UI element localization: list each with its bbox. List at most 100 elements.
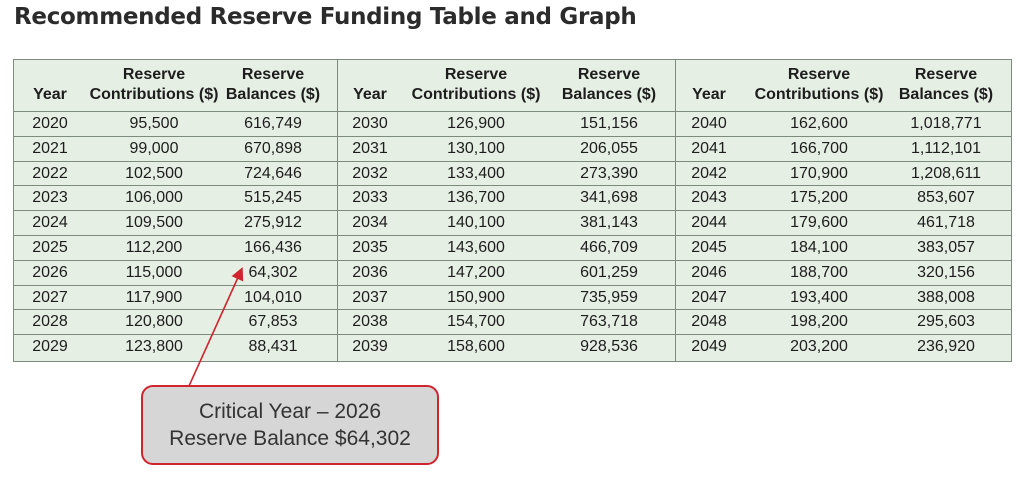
cell-year: 2027: [32, 288, 68, 306]
table-row: 2048 198,200 295,603: [676, 310, 1012, 336]
header-balances-line: Reserve: [577, 66, 641, 83]
table-row: 2023 106,000 515,245: [14, 186, 338, 212]
cell-contribution: 198,200: [790, 313, 848, 331]
cell-balance: 104,010: [244, 288, 302, 306]
cell-balance: 601,259: [580, 263, 638, 281]
header-year-line: Year: [33, 86, 67, 103]
header-balances: Reserve Balances ($): [226, 65, 320, 105]
cell-year: 2037: [352, 288, 388, 306]
cell-year: 2021: [32, 139, 68, 157]
header-year-line: Year: [353, 86, 387, 103]
cell-contribution: 150,900: [447, 288, 505, 306]
table-row: 2045 184,100 383,057: [676, 236, 1012, 261]
header-contributions: Reserve Contributions ($): [755, 65, 884, 105]
cell-year: 2024: [32, 214, 68, 232]
cell-balance: 206,055: [580, 139, 638, 157]
cell-contribution: 115,000: [125, 263, 183, 281]
callout-line-1: Critical Year – 2026: [198, 400, 382, 423]
cell-year: 2022: [32, 164, 68, 182]
cell-contribution: 140,100: [447, 214, 505, 232]
cell-balance: 1,018,771: [910, 115, 982, 132]
header-balances: Reserve Balances ($): [562, 65, 656, 105]
cell-contribution: 203,200: [790, 338, 848, 356]
cell-year: 2040: [691, 115, 727, 132]
table-row: 2044 179,600 461,718: [676, 211, 1012, 236]
cell-year: 2042: [691, 164, 727, 182]
cell-balance: 151,156: [580, 115, 638, 132]
cell-year: 2030: [352, 115, 388, 132]
callout-line-2: Reserve Balance $64,302: [169, 427, 411, 450]
cell-year: 2049: [691, 338, 727, 356]
table-row: 2029 123,800 88,431: [14, 335, 338, 360]
cell-year: 2029: [32, 338, 68, 356]
cell-year: 2045: [691, 238, 727, 256]
header-year: Year: [692, 85, 726, 105]
table-panel-1: Year Reserve Contributions ($) Reserve Balan…: [14, 60, 338, 361]
table-panel-3: Year Reserve Contributions ($) Reserve Balan…: [676, 60, 1012, 361]
table-row: 2021 99,000 670,898: [14, 137, 338, 162]
header-contributions: Reserve Contributions ($): [90, 65, 219, 105]
cell-year: 2028: [32, 313, 68, 331]
table-row: 2047 193,400 388,008: [676, 286, 1012, 311]
cell-contribution: 136,700: [447, 189, 505, 207]
table-row: 2027 117,900 104,010: [14, 286, 338, 311]
cell-balance: 461,718: [917, 214, 975, 232]
cell-year: 2026: [32, 263, 68, 281]
cell-balance: 166,436: [244, 238, 302, 256]
cell-year: 2046: [691, 263, 727, 281]
table-row: 2032 133,400 273,390: [338, 162, 676, 187]
cell-balance: 388,008: [917, 288, 975, 306]
cell-contribution: 154,700: [447, 313, 505, 331]
cell-contribution: 188,700: [790, 263, 848, 281]
header-year: Year: [353, 85, 387, 105]
header-balances-line: Balances ($): [561, 86, 657, 103]
table-row: 2034 140,100 381,143: [338, 211, 676, 236]
table-panel-2: Year Reserve Contributions ($) Reserve Balan…: [338, 60, 676, 361]
table-header: Year Reserve Contributions ($) Reserve Balan…: [676, 60, 1012, 112]
cell-balance: 381,143: [580, 214, 638, 232]
cell-contribution: 143,600: [447, 238, 505, 256]
cell-contribution: 126,900: [447, 115, 505, 132]
cell-contribution: 179,600: [790, 214, 848, 232]
cell-year: 2034: [352, 214, 388, 232]
cell-contribution: 158,600: [447, 338, 505, 356]
cell-balance: 763,718: [580, 313, 638, 331]
cell-contribution: 102,500: [125, 164, 183, 182]
table-row: 2028 120,800 67,853: [14, 310, 338, 336]
cell-contribution: 95,500: [129, 115, 179, 132]
cell-year: 2032: [352, 164, 388, 182]
reserve-funding-table: Year Reserve Contributions ($) Reserve Balan…: [13, 59, 1012, 362]
header-year-line: Year: [692, 86, 726, 103]
critical-year-callout: Critical Year – 2026 Reserve Balance $64…: [141, 385, 439, 465]
cell-balance: 295,603: [917, 313, 975, 331]
cell-balance: 320,156: [917, 263, 975, 281]
cell-balance: 275,912: [244, 214, 302, 232]
cell-contribution: 99,000: [129, 139, 179, 157]
cell-contribution: 166,700: [790, 139, 848, 157]
cell-contribution: 117,900: [125, 288, 183, 306]
table-row: 2036 147,200 601,259: [338, 261, 676, 286]
cell-balance: 273,390: [580, 164, 638, 182]
cell-year: 2023: [32, 189, 68, 207]
cell-balance: 735,959: [580, 288, 638, 306]
cell-year: 2036: [352, 263, 388, 281]
cell-balance: 466,709: [580, 238, 638, 256]
cell-contribution: 133,400: [447, 164, 505, 182]
table-row: 2025 112,200 166,436: [14, 236, 338, 261]
cell-contribution: 184,100: [790, 238, 848, 256]
cell-contribution: 175,200: [790, 189, 848, 207]
header-contributions-line: Reserve: [787, 66, 851, 83]
table-row: 2030 126,900 151,156: [338, 112, 676, 137]
page-title: Recommended Reserve Funding Table and Gr…: [14, 4, 637, 30]
cell-balance: 853,607: [917, 189, 975, 207]
cell-contribution: 147,200: [447, 263, 505, 281]
cell-balance: 67,853: [248, 313, 298, 331]
table-row: 2031 130,100 206,055: [338, 137, 676, 162]
table-row: 2037 150,900 735,959: [338, 286, 676, 311]
cell-contribution: 130,100: [447, 139, 505, 157]
header-balances-line: Balances ($): [225, 86, 321, 103]
header-year: Year: [33, 85, 67, 105]
table-row: 2024 109,500 275,912: [14, 211, 338, 236]
cell-balance: 670,898: [244, 139, 302, 157]
